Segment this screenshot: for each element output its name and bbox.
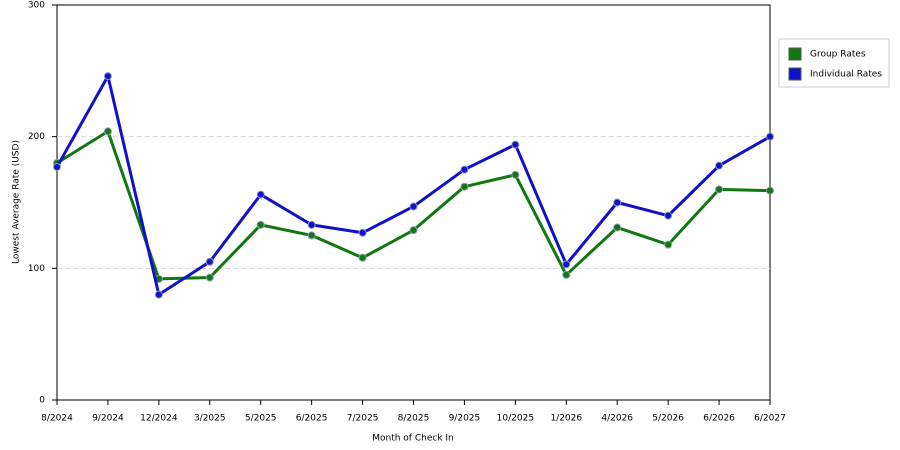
data-point (511, 170, 520, 179)
data-point (766, 186, 774, 195)
data-point (256, 190, 265, 199)
x-tick-label: 6/2026 (703, 414, 735, 424)
x-tick-label: 12/2024 (140, 414, 178, 424)
data-point (307, 231, 316, 240)
y-tick-label: 300 (28, 1, 45, 11)
legend-label: Individual Rates (810, 70, 882, 80)
data-point (103, 72, 112, 81)
x-tick-label: 8/2024 (41, 414, 73, 424)
data-point (664, 211, 673, 220)
data-point (205, 273, 214, 282)
data-point (460, 165, 469, 174)
y-tick-label: 100 (28, 264, 45, 274)
x-tick-label: 5/2026 (652, 414, 684, 424)
data-point (715, 161, 724, 170)
x-axis-title: Month of Check In (372, 434, 454, 444)
data-point (307, 220, 316, 229)
x-tick-label: 9/2024 (92, 414, 124, 424)
series-line (55, 74, 771, 297)
data-point (613, 198, 622, 207)
x-tick-label: 3/2025 (194, 414, 226, 424)
x-tick-label: 5/2025 (245, 414, 277, 424)
data-point (256, 220, 265, 229)
data-point (409, 226, 418, 235)
data-point (103, 127, 112, 136)
data-point (358, 228, 367, 237)
data-point (53, 162, 61, 171)
data-point (205, 257, 214, 266)
x-tick-label: 6/2027 (754, 414, 786, 424)
data-point (511, 140, 520, 149)
x-tick-label: 10/2025 (497, 414, 534, 424)
data-point (562, 260, 571, 269)
x-tick-label: 6/2025 (296, 414, 328, 424)
data-point (358, 253, 367, 262)
legend-label: Group Rates (810, 50, 866, 60)
legend-swatch (788, 47, 802, 61)
data-point (715, 185, 724, 194)
x-tick-label: 7/2025 (347, 414, 379, 424)
data-point (664, 240, 673, 249)
data-point (409, 202, 418, 211)
y-tick-label: 0 (39, 396, 45, 406)
data-point (766, 132, 774, 141)
x-tick-label: 8/2025 (398, 414, 430, 424)
x-tick-label: 4/2026 (601, 414, 633, 424)
y-axis-title: Lowest Average Rate (USD) (12, 140, 22, 264)
x-tick-label: 1/2026 (550, 414, 582, 424)
y-tick-label: 200 (28, 132, 45, 142)
data-point (460, 182, 469, 191)
data-point (613, 223, 622, 232)
x-tick-label: 9/2025 (449, 414, 481, 424)
legend-swatch (788, 67, 802, 81)
data-point (154, 290, 163, 299)
data-point (562, 270, 571, 279)
